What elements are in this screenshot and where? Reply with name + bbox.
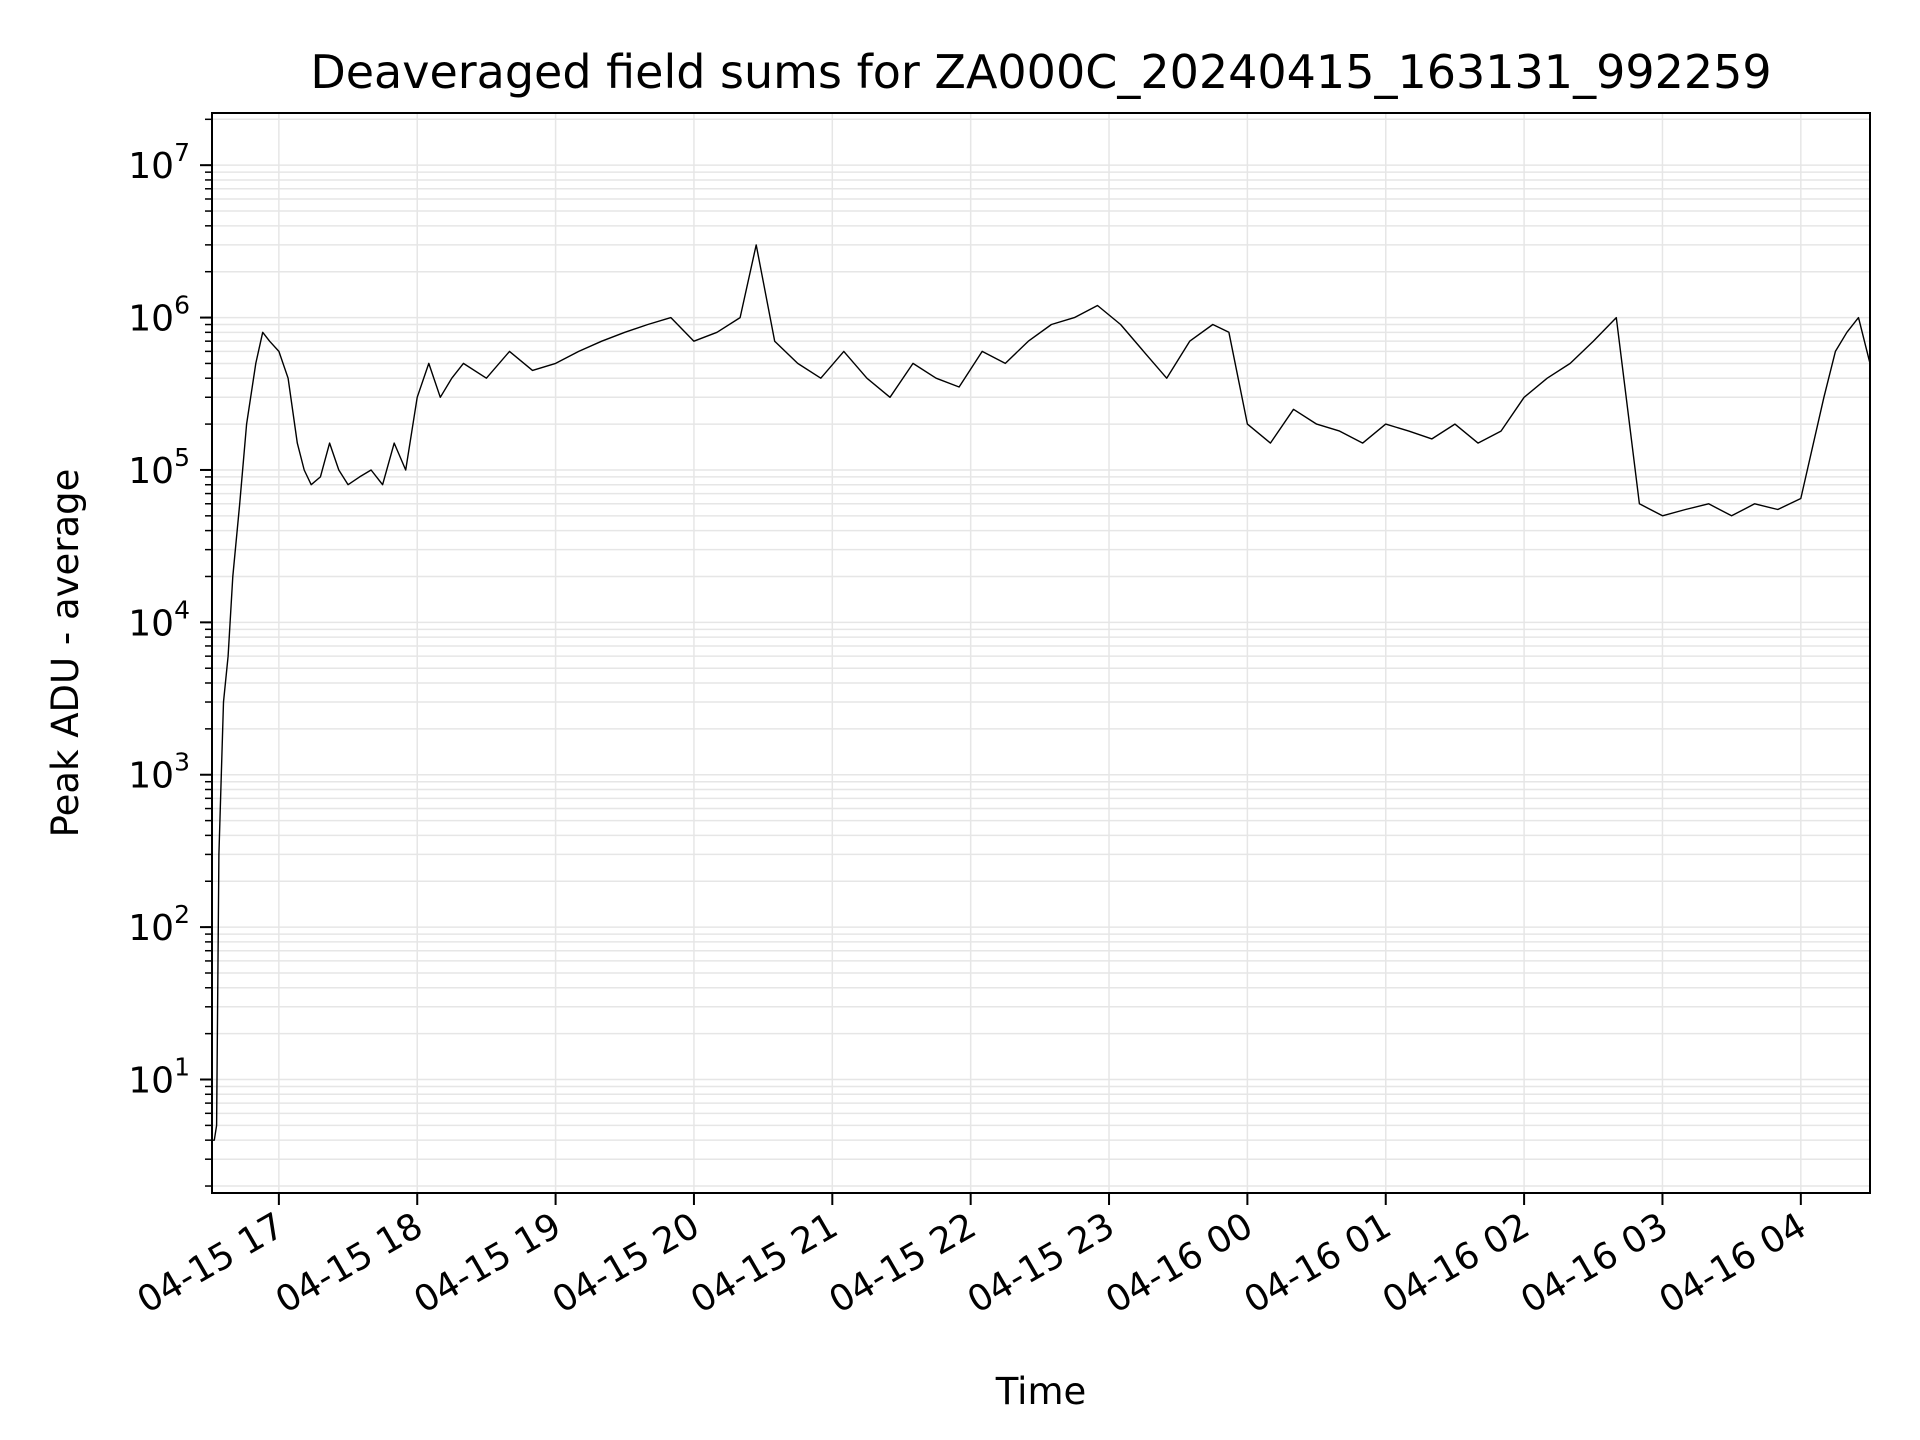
y-tick-label: 104 xyxy=(128,595,190,644)
x-tick-label: 04-16 02 xyxy=(1376,1205,1537,1321)
x-tick-label: 04-16 01 xyxy=(1238,1205,1399,1321)
plot-frame xyxy=(211,112,1871,1194)
x-tick-label: 04-16 04 xyxy=(1653,1205,1814,1321)
x-tick-label: 04-15 17 xyxy=(131,1205,292,1321)
y-tick-label: 106 xyxy=(128,291,190,340)
x-tick-label: 04-15 22 xyxy=(822,1205,983,1321)
y-tick-label: 107 xyxy=(128,138,190,187)
y-axis: 101 102 103 104 105 106 107 xyxy=(128,118,212,1187)
x-axis-label: Time xyxy=(995,1370,1087,1413)
y-axis-label: Peak ADU - average xyxy=(44,469,87,838)
grid-lines xyxy=(212,113,1870,1193)
x-tick-label: 04-15 21 xyxy=(684,1205,845,1321)
x-tick-label: 04-15 20 xyxy=(546,1205,707,1321)
chart-title: Deaveraged field sums for ZA000C_2024041… xyxy=(310,45,1771,99)
series-line xyxy=(212,244,1871,1141)
x-tick-label: 04-16 03 xyxy=(1514,1205,1675,1321)
x-tick-label: 04-16 00 xyxy=(1099,1205,1260,1321)
x-tick-label: 04-15 19 xyxy=(407,1205,568,1321)
y-tick-label: 105 xyxy=(128,443,190,492)
x-tick-label: 04-15 18 xyxy=(269,1205,430,1321)
x-tick-label: 04-15 23 xyxy=(961,1205,1122,1321)
y-tick-label: 103 xyxy=(128,748,190,797)
y-tick-label: 101 xyxy=(128,1053,190,1102)
y-tick-label: 102 xyxy=(128,900,190,949)
